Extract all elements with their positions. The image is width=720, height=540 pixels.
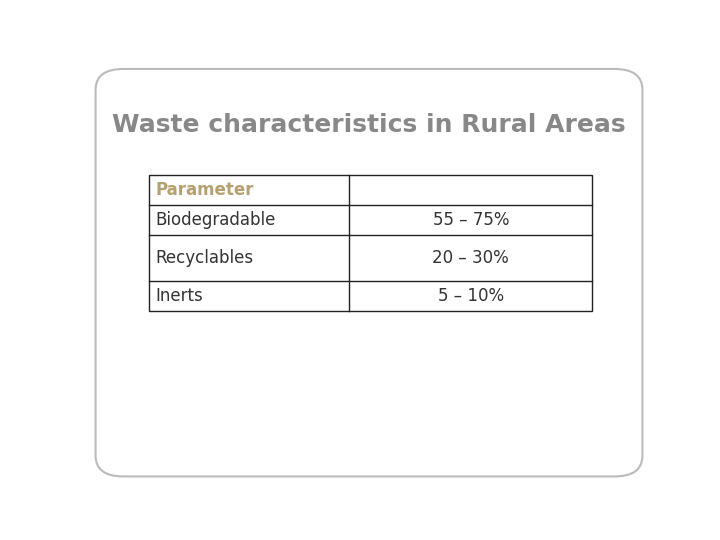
Text: 5 – 10%: 5 – 10% [438,287,504,305]
Text: 55 – 75%: 55 – 75% [433,211,509,229]
Text: Inerts: Inerts [156,287,203,305]
Text: Biodegradable: Biodegradable [156,211,276,229]
Text: 20 – 30%: 20 – 30% [433,249,509,267]
Text: Waste characteristics in Rural Areas: Waste characteristics in Rural Areas [112,113,626,137]
Text: Parameter: Parameter [156,181,253,199]
Bar [148,175,592,311]
Text: Recyclables: Recyclables [156,249,253,267]
